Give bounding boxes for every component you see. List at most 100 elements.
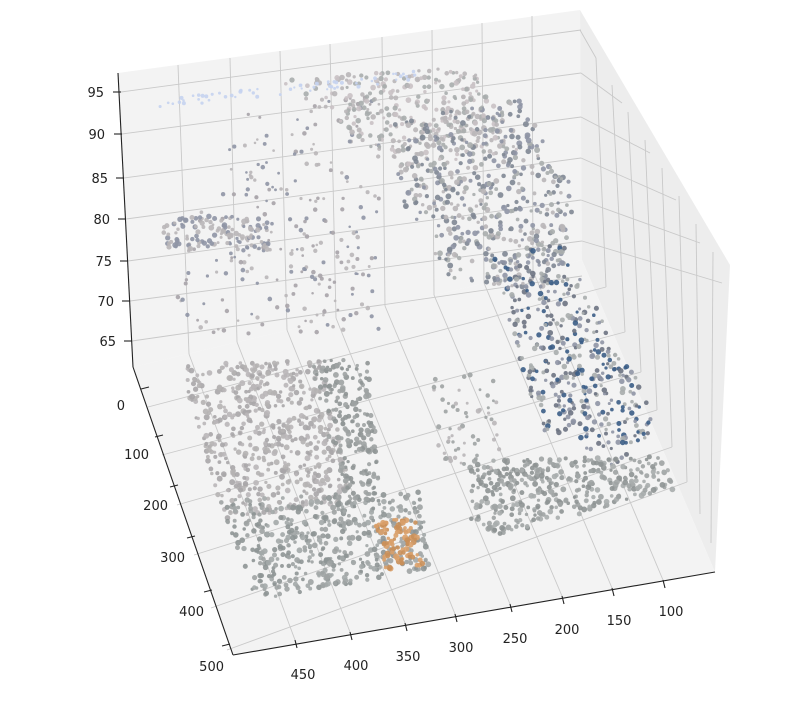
cloud-point xyxy=(555,463,561,469)
cloud-point xyxy=(216,385,223,391)
cloud-point xyxy=(364,573,370,578)
cloud-point xyxy=(482,495,489,502)
cloud-point xyxy=(322,313,325,317)
cloud-point xyxy=(535,343,540,348)
cloud-point xyxy=(461,216,465,220)
cloud-point xyxy=(204,217,209,223)
z-tick-label: 90 xyxy=(88,128,105,143)
cloud-point xyxy=(423,122,429,128)
cloud-point xyxy=(462,189,467,195)
cloud-point xyxy=(285,479,291,485)
cloud-point xyxy=(426,75,431,80)
cloud-point xyxy=(242,260,247,265)
cloud-point xyxy=(609,494,614,498)
cloud-point xyxy=(222,405,226,409)
cloud-point xyxy=(291,371,296,376)
cloud-point xyxy=(498,268,503,273)
x-tick-label: 100 xyxy=(659,605,684,620)
cloud-point xyxy=(509,133,515,140)
cloud-point xyxy=(493,178,500,184)
cloud-point xyxy=(280,482,285,487)
cloud-point xyxy=(530,126,535,132)
cloud-point xyxy=(477,92,481,96)
cloud-point xyxy=(242,480,249,487)
cloud-point xyxy=(612,469,619,475)
cloud-point xyxy=(246,331,251,336)
cloud-point xyxy=(230,432,235,437)
cloud-point xyxy=(247,235,253,240)
cloud-point xyxy=(241,248,246,253)
cloud-point xyxy=(196,93,201,97)
cloud-point xyxy=(331,518,338,525)
cloud-point xyxy=(317,384,324,390)
z-tick-label: 70 xyxy=(97,295,114,310)
cloud-point xyxy=(642,487,648,493)
cloud-point xyxy=(519,172,523,177)
cloud-point xyxy=(459,236,464,241)
cloud-point xyxy=(633,478,639,484)
cloud-point xyxy=(595,349,602,355)
cloud-point xyxy=(467,158,473,164)
cloud-point xyxy=(465,401,469,405)
cloud-point xyxy=(394,517,399,522)
cloud-point xyxy=(260,408,265,413)
cloud-point xyxy=(264,480,268,485)
cloud-point xyxy=(342,580,347,585)
cloud-point xyxy=(356,81,362,86)
cloud-point xyxy=(370,114,376,120)
cloud-point xyxy=(229,258,234,263)
cloud-point xyxy=(554,212,560,218)
cloud-point xyxy=(314,454,320,460)
cloud-point xyxy=(611,360,617,366)
cloud-point xyxy=(394,555,401,562)
cloud-point xyxy=(293,565,298,569)
cloud-point xyxy=(245,187,250,192)
cloud-point xyxy=(264,507,270,513)
cloud-point xyxy=(194,233,199,239)
cloud-point xyxy=(446,226,453,233)
cloud-point xyxy=(347,364,351,369)
cloud-point xyxy=(538,512,543,517)
cloud-point xyxy=(370,84,376,91)
cloud-point xyxy=(522,324,527,329)
cloud-point xyxy=(270,509,275,515)
cloud-point xyxy=(443,166,447,170)
cloud-point xyxy=(475,80,480,84)
cloud-point xyxy=(219,235,223,239)
cloud-point xyxy=(370,289,375,294)
cloud-point xyxy=(476,514,481,519)
cloud-point xyxy=(427,136,433,142)
cloud-point xyxy=(253,445,260,452)
cloud-point xyxy=(289,269,294,274)
cloud-point xyxy=(232,377,236,381)
cloud-point xyxy=(455,70,459,75)
cloud-point xyxy=(362,412,367,416)
cloud-point xyxy=(486,520,492,526)
cloud-point xyxy=(257,486,263,492)
cloud-point xyxy=(352,108,356,112)
cloud-point xyxy=(205,244,210,249)
cloud-point xyxy=(373,194,377,198)
cloud-point xyxy=(509,292,515,298)
cloud-point xyxy=(358,557,363,561)
cloud-point xyxy=(571,504,577,510)
cloud-point xyxy=(532,508,537,513)
cloud-point xyxy=(629,480,633,484)
cloud-point xyxy=(666,477,673,484)
cloud-point xyxy=(395,545,400,550)
cloud-point xyxy=(426,68,432,74)
cloud-point xyxy=(493,527,497,532)
cloud-point xyxy=(251,452,255,457)
cloud-point xyxy=(302,463,307,467)
cloud-point xyxy=(279,247,283,251)
cloud-point xyxy=(387,566,392,571)
cloud-point xyxy=(556,207,561,213)
cloud-point xyxy=(232,144,237,149)
cloud-point xyxy=(479,202,483,206)
cloud-point xyxy=(547,329,554,336)
cloud-point xyxy=(421,74,428,81)
cloud-point xyxy=(615,494,622,500)
cloud-point xyxy=(309,109,313,114)
cloud-point xyxy=(275,441,282,447)
cloud-point xyxy=(549,256,554,262)
